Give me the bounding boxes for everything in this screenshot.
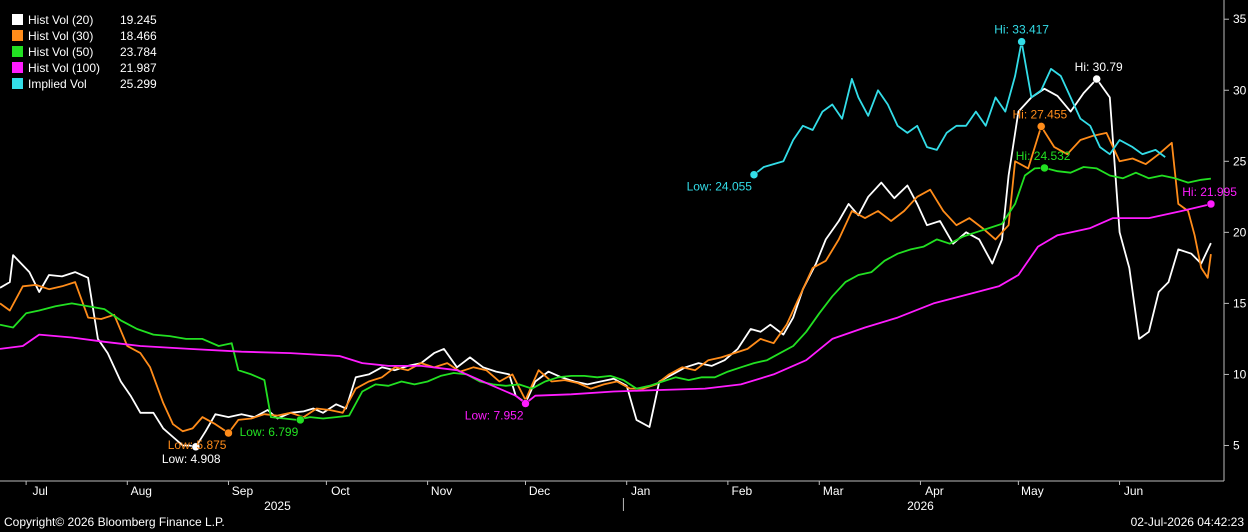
legend-name-hist-vol-20: Hist Vol (20) (28, 13, 93, 27)
low-marker-hist-vol-50 (296, 415, 305, 425)
legend: Hist Vol (20) 19.245 Hist Vol (30) 18.466 Hi… (2, 8, 166, 94)
hi-label-implied-vol: Hi: 33.417 (994, 23, 1049, 37)
x-tick-label-mar: Mar (823, 484, 844, 498)
legend-name-implied-vol: Implied Vol (28, 77, 87, 91)
x-tick-label-jun: Jun (1124, 484, 1143, 498)
low-marker-implied-vol (749, 170, 759, 179)
x-tick-label-oct: Oct (331, 484, 350, 498)
hi-marker-implied-vol (1017, 37, 1026, 46)
hi-marker-hist-vol-30 (1036, 122, 1046, 131)
x-tick-label-aug: Aug (131, 484, 152, 498)
y-tick-label: 20 (1233, 225, 1247, 239)
x-tick-label-feb: Feb (732, 484, 753, 498)
series-line-hist-vol-100 (0, 203, 1212, 405)
legend-value-hist-vol-100: 21.987 (120, 61, 157, 75)
series-line-implied-vol (753, 40, 1166, 176)
legend-swatch-hist-vol-100 (12, 62, 23, 73)
x-tick-label-jan: Jan (631, 484, 650, 498)
x-tick-label-apr: Apr (925, 484, 944, 498)
hi-marker-hist-vol-100 (1206, 199, 1216, 209)
legend-value-hist-vol-30: 18.466 (120, 29, 157, 43)
hi-marker-hist-vol-20 (1092, 74, 1101, 84)
y-tick-label: 10 (1233, 367, 1247, 381)
low-label-hist-vol-20: Low: 4.908 (162, 452, 221, 466)
year-label-2025: 2025 (264, 499, 291, 513)
x-tick-label-nov: Nov (431, 484, 452, 498)
y-tick-label: 15 (1233, 296, 1247, 310)
low-label-hist-vol-30: Low: 5.875 (168, 438, 227, 452)
hi-label-hist-vol-100: Hi: 21.995 (1182, 185, 1237, 199)
copyright-text: Copyright© 2026 Bloomberg Finance L.P. (4, 515, 225, 529)
series-line-hist-vol-50 (0, 166, 1212, 421)
x-tick-label-jul: Jul (32, 484, 47, 498)
legend-swatch-hist-vol-20 (12, 14, 23, 25)
low-marker-hist-vol-100 (521, 399, 530, 408)
low-label-implied-vol: Low: 24.055 (687, 180, 753, 194)
x-tick-label-may: May (1021, 484, 1044, 498)
series-layer (0, 40, 1212, 448)
legend-value-hist-vol-20: 19.245 (120, 13, 157, 27)
timestamp-text: 02-Jul-2026 04:42:23 (1130, 515, 1244, 529)
legend-swatch-hist-vol-30 (12, 30, 23, 41)
legend-value-implied-vol: 25.299 (120, 77, 157, 91)
series-line-hist-vol-30 (0, 125, 1212, 434)
series-line-hist-vol-20 (0, 78, 1212, 448)
hi-label-hist-vol-20: Hi: 30.79 (1075, 60, 1123, 74)
legend-swatch-hist-vol-50 (12, 46, 23, 57)
hi-label-hist-vol-30: Hi: 27.455 (1013, 107, 1068, 121)
legend-value-hist-vol-50: 23.784 (120, 45, 157, 59)
y-tick-label: 5 (1233, 438, 1240, 452)
legend-box (2, 8, 166, 94)
year-label-2026: 2026 (907, 499, 934, 513)
y-tick-label: 25 (1233, 154, 1247, 168)
legend-name-hist-vol-50: Hist Vol (50) (28, 45, 93, 59)
y-tick-label: 30 (1233, 83, 1247, 97)
legend-name-hist-vol-100: Hist Vol (100) (28, 61, 100, 75)
low-marker-hist-vol-20 (191, 442, 201, 452)
x-tick-label-sep: Sep (232, 484, 254, 498)
low-label-hist-vol-50: Low: 6.799 (240, 425, 299, 439)
low-label-hist-vol-100: Low: 7.952 (465, 409, 524, 423)
hi-label-hist-vol-50: Hi: 24.532 (1016, 149, 1071, 163)
x-tick-label-dec: Dec (529, 484, 550, 498)
legend-name-hist-vol-30: Hist Vol (30) (28, 29, 93, 43)
legend-swatch-implied-vol (12, 78, 23, 89)
low-marker-hist-vol-30 (224, 428, 233, 438)
y-tick-label: 35 (1233, 12, 1247, 26)
hi-marker-hist-vol-50 (1040, 163, 1049, 173)
